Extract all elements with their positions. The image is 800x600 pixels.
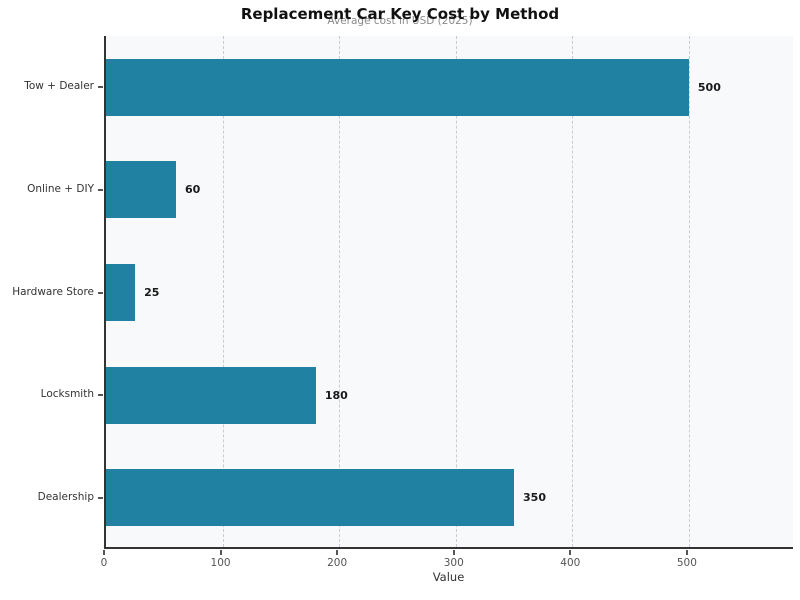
y-tick-mark	[98, 496, 103, 499]
bar-value-label: 500	[697, 80, 721, 94]
y-tick-mark	[98, 291, 103, 294]
x-tick-label: 100	[210, 557, 231, 569]
x-tick-mark	[452, 550, 455, 555]
bar-locksmith	[106, 366, 316, 424]
bar-tow-dealer	[106, 58, 689, 116]
x-axis-label: Value	[432, 570, 465, 584]
y-tick-label: Locksmith	[40, 388, 94, 401]
y-tick-label: Online + DIY	[27, 182, 94, 195]
x-tick-mark	[569, 550, 572, 555]
bar-value-label: 25	[144, 286, 160, 299]
x-tick-label: 500	[676, 557, 697, 569]
bar-value-label: 60	[184, 183, 201, 197]
bar-value-label: 350	[523, 491, 546, 505]
bar-hardware-store	[106, 264, 136, 321]
y-tick-mark	[98, 86, 103, 89]
y-tick-label: Tow + Dealer	[24, 80, 94, 93]
x-tick-mark	[103, 550, 105, 555]
gridline-x-100	[222, 36, 224, 547]
x-tick-label: 300	[443, 557, 464, 569]
x-tick-label: 200	[327, 557, 348, 569]
x-tick-label: 0	[100, 557, 108, 569]
x-tick-mark	[685, 550, 688, 555]
y-tick-label: Hardware Store	[12, 285, 94, 298]
chart-subtitle: Average cost in USD (2025)	[327, 15, 473, 27]
y-tick-label: Dealership	[37, 490, 94, 503]
y-tick-mark	[98, 188, 103, 191]
bar-online-diy	[106, 161, 176, 219]
bar-value-label: 180	[324, 388, 348, 402]
x-tick-label: 400	[560, 557, 581, 569]
chart-title: Replacement Car Key Cost by Method	[240, 5, 560, 23]
x-tick-mark	[219, 550, 222, 555]
gridline-x-500	[688, 36, 690, 547]
gridline-x-200	[339, 36, 341, 547]
plot-area: 500 60 25 180 350	[104, 36, 793, 549]
bar-dealership	[106, 469, 515, 527]
x-tick-mark	[336, 550, 339, 555]
gridline-x-400	[572, 36, 574, 547]
y-tick-mark	[98, 394, 103, 397]
gridline-x-300	[455, 36, 457, 547]
